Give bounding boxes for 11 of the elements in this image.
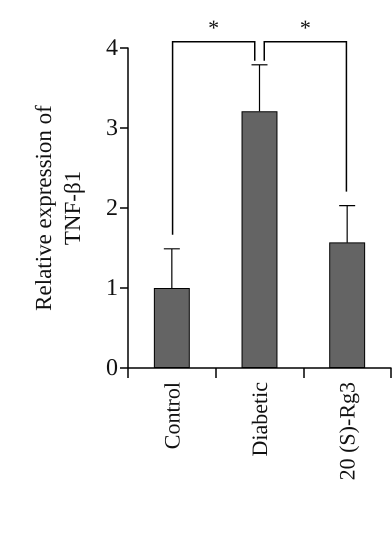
y-tick-label: 0 <box>106 355 118 381</box>
y-tick-label: 2 <box>106 195 118 221</box>
x-tick-label: Control <box>159 382 184 450</box>
x-tick-label: 20 (S)-Rg3 <box>334 382 360 480</box>
text: * <box>208 15 220 40</box>
y-tick-label: 3 <box>106 115 118 141</box>
x-tick-label: Diabetic <box>247 382 272 457</box>
y-axis-title: Relative expression of TNF-β1 <box>30 104 86 313</box>
y-tick-label: 1 <box>106 275 118 301</box>
y-tick-label: 4 <box>106 35 118 61</box>
text: * <box>300 15 311 40</box>
